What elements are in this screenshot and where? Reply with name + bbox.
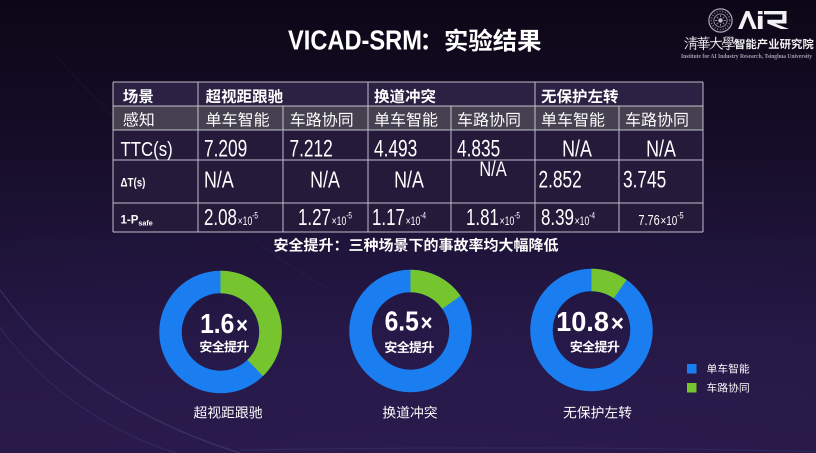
svg-text:VICAD-SRM: VICAD-SRM (288, 26, 422, 56)
svg-text:1-Psafe: 1-Psafe (121, 215, 153, 228)
svg-text:7.209: 7.209 (204, 136, 247, 162)
svg-text:6.5×: 6.5× (385, 305, 433, 337)
svg-text:7.76×10-5: 7.76×10-5 (638, 209, 684, 228)
svg-text:Institute for AI Industry Rese: Institute for AI Industry Research, Tsin… (681, 53, 813, 60)
svg-text:N/A: N/A (562, 136, 592, 162)
svg-text:4.493: 4.493 (374, 136, 417, 162)
svg-text:N/A: N/A (204, 167, 234, 193)
svg-text:TTC(s): TTC(s) (121, 137, 173, 160)
svg-text:N/A: N/A (310, 167, 340, 193)
svg-text:N/A: N/A (479, 157, 507, 180)
svg-text:N/A: N/A (646, 136, 676, 162)
svg-text:10.8×: 10.8× (556, 306, 624, 337)
svg-text:ΔT(s): ΔT(s) (121, 177, 146, 190)
svg-text:3.745: 3.745 (623, 167, 666, 193)
svg-text:4.835: 4.835 (457, 136, 500, 162)
svg-text:N/A: N/A (394, 167, 424, 193)
svg-text:7.212: 7.212 (290, 136, 333, 162)
svg-text:1.27×10-5: 1.27×10-5 (298, 204, 353, 230)
svg-text:1.6×: 1.6× (200, 308, 248, 340)
svg-text:2.852: 2.852 (539, 167, 582, 193)
